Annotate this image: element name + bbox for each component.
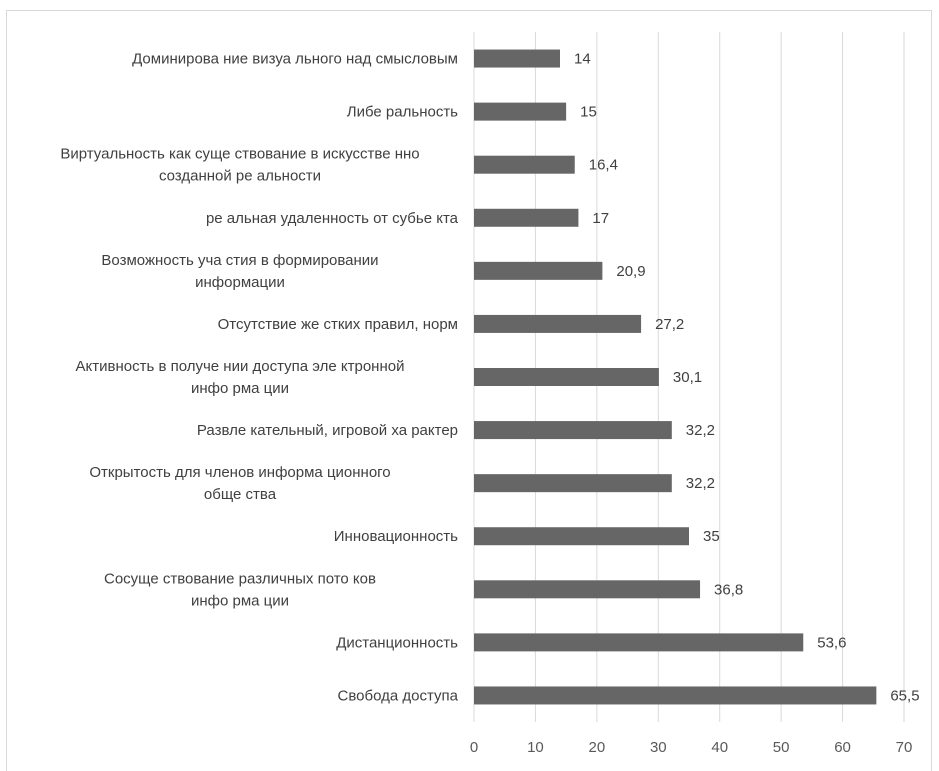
x-tick-label: 40 [711,739,728,756]
category-label: Возможность уча стия в формировании инфор… [101,252,378,291]
category-label: Развле кательный, игровой ха рактер [197,422,458,439]
category-label: Либе ральность [347,104,458,121]
data-label: 30,1 [673,369,702,386]
x-tick-label: 10 [527,739,544,756]
bar [474,102,567,121]
bar [474,155,575,174]
data-label: 20,9 [616,263,645,280]
x-tick-label: 30 [650,739,667,756]
data-label: 65,5 [890,687,919,704]
x-tick-label: 60 [834,739,851,756]
data-label: 14 [574,51,591,68]
category-label: ре альная удаленность от субье кта [206,210,459,227]
data-label: 53,6 [817,634,846,651]
category-label: Сосуще ствование различных пото ков инфо … [104,570,376,609]
data-label: 36,8 [714,581,743,598]
bar [474,314,642,333]
data-label: 17 [592,210,609,227]
bar [474,368,659,386]
bar [474,474,672,493]
category-label: Активность в получе нии доступа эле ктро… [76,358,405,397]
category-label: Доминирова ние визуа льного над смысловы… [132,51,458,68]
x-tick-label: 70 [896,739,913,756]
bar [474,633,804,652]
category-label: Инновационность [334,528,458,545]
data-label: 15 [580,104,597,121]
bar [474,421,672,440]
category-label: Свобода доступа [338,687,459,704]
x-tick-label: 0 [470,739,478,756]
bar [474,580,701,599]
bar [474,261,603,280]
bar [474,49,560,68]
data-label: 32,2 [686,475,715,492]
data-label: 27,2 [655,316,684,333]
category-label: Отсутствие же стких правил, норм [218,316,458,333]
bar [474,208,579,227]
data-label: 32,2 [686,422,715,439]
bar [474,527,689,546]
bar [474,686,877,705]
category-label: Дистанционность [336,634,458,651]
x-tick-label: 20 [589,739,606,756]
x-tick-label: 50 [773,739,790,756]
data-label: 35 [703,528,720,545]
category-label: Виртуальность как суще ствование в искус… [60,146,419,185]
data-label: 16,4 [589,157,618,174]
category-label: Открытость для членов информа ционного об… [89,464,390,503]
